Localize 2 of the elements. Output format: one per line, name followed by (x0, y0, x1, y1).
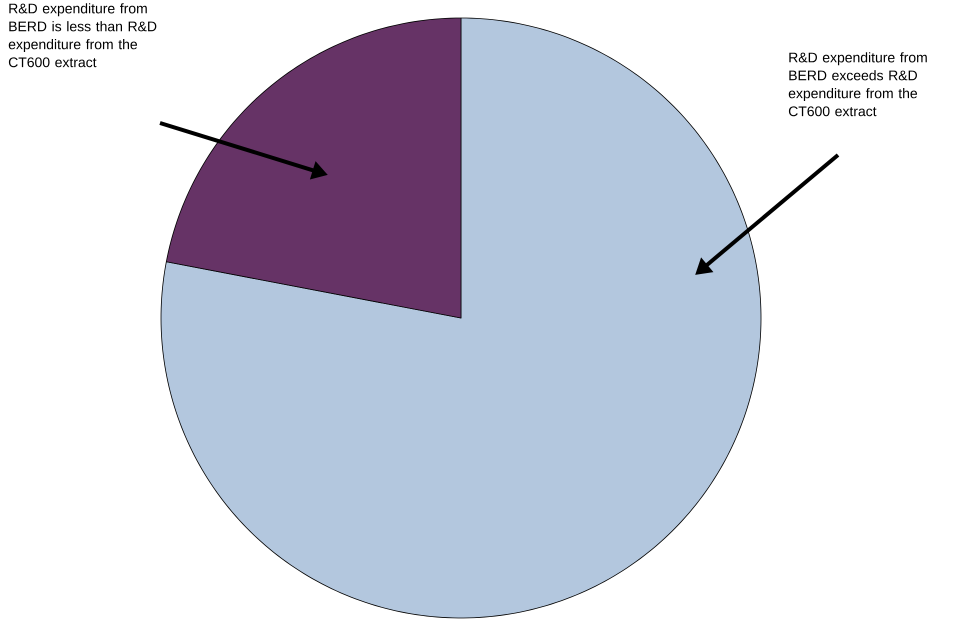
slice-label: R&D expenditure from BERD exceeds R&D expenditure from the CT600 extract (788, 52, 927, 116)
slice-label: R&D expenditure from BERD is less than R&D expenditure from the CT600 extract (8, 3, 156, 68)
